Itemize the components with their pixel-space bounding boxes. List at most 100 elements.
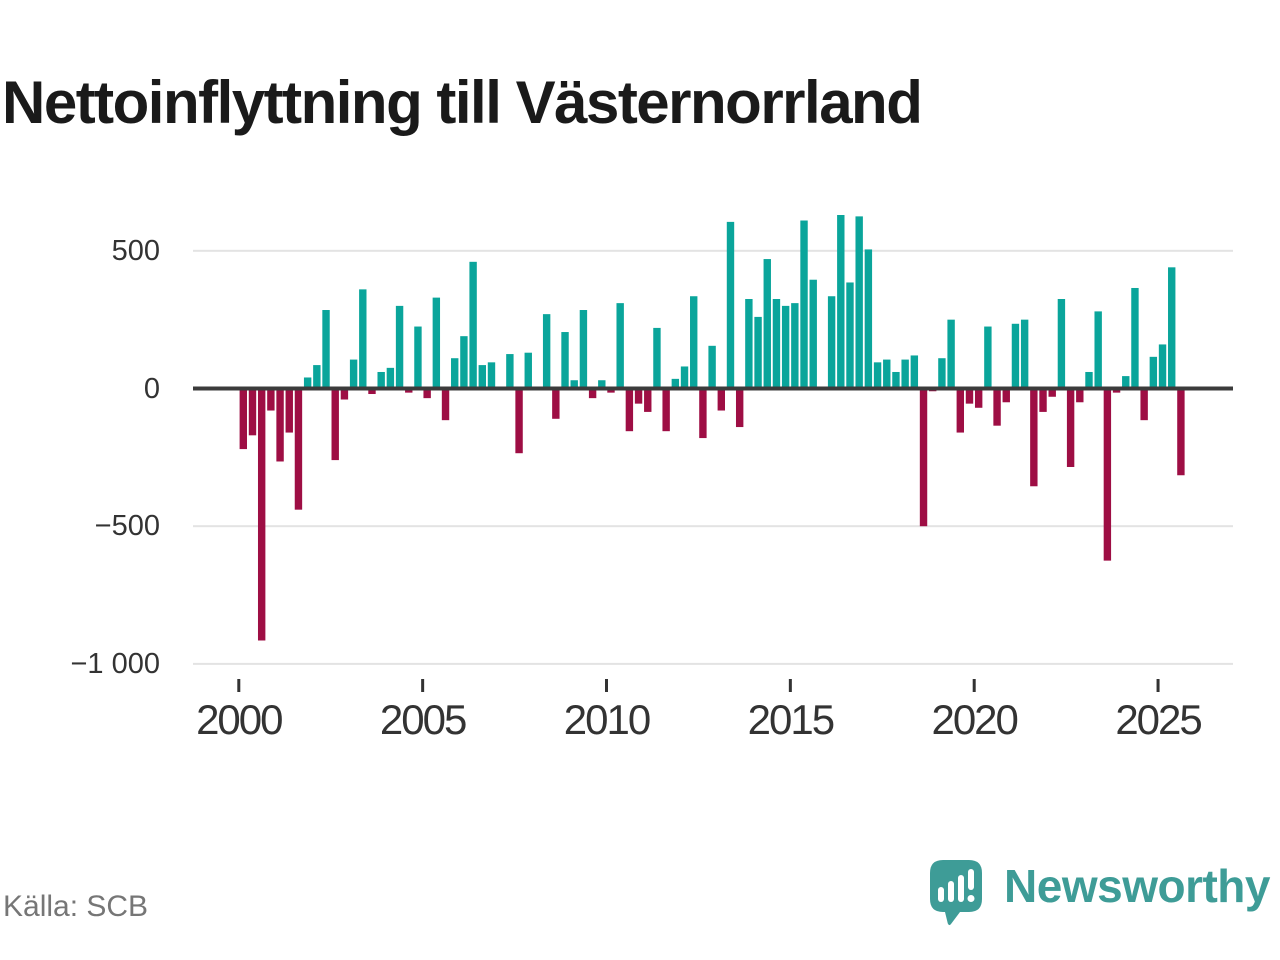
bar-positive — [680, 366, 689, 389]
bar-positive — [451, 358, 459, 389]
bar-positive — [386, 367, 395, 389]
bar-negative — [662, 388, 670, 432]
newsworthy-logo: Newsworthy — [930, 860, 1270, 928]
bar-positive — [598, 380, 606, 389]
bar-negative — [423, 388, 431, 399]
x-tick-label: 2020 — [931, 696, 1018, 743]
x-tick — [605, 679, 608, 692]
bar-negative — [515, 388, 523, 454]
bar-negative — [405, 388, 413, 393]
bar-positive — [708, 345, 716, 389]
bar-positive — [984, 326, 992, 389]
bar-negative — [1048, 388, 1056, 397]
bar-positive — [690, 296, 698, 389]
bar-negative — [267, 388, 275, 411]
bar-positive — [800, 220, 808, 389]
bar-positive — [837, 215, 845, 389]
bar-negative — [331, 388, 339, 461]
bar-positive — [781, 305, 790, 389]
x-tick — [421, 679, 425, 692]
bar-negative — [993, 388, 1001, 426]
bar-positive — [469, 261, 477, 389]
bar-positive — [947, 319, 955, 389]
bar-positive — [1057, 299, 1066, 389]
bar-positive — [395, 305, 404, 389]
bar-positive — [542, 314, 551, 389]
bar-positive — [478, 365, 486, 389]
bar-negative — [239, 388, 247, 450]
newsworthy-logo-icon — [930, 860, 983, 926]
x-tick-label: 2010 — [563, 696, 651, 743]
bar-negative — [1177, 388, 1185, 476]
bar-positive — [561, 332, 569, 389]
bar-positive — [892, 371, 900, 389]
bar-positive — [671, 378, 680, 389]
newsworthy-logo-text: Newsworthy — [1004, 860, 1270, 912]
x-tick — [237, 679, 241, 692]
bar-positive — [1122, 376, 1130, 389]
bar-positive — [1094, 311, 1102, 389]
x-tick — [1156, 679, 1160, 692]
bar-negative — [717, 388, 725, 411]
bar-positive — [506, 354, 514, 389]
bar-negative — [735, 388, 744, 428]
bar-positive — [754, 316, 762, 389]
bar-positive — [460, 336, 468, 389]
x-tick — [972, 679, 976, 692]
bar-positive — [616, 303, 624, 389]
bar-positive — [1168, 267, 1176, 389]
bar-negative — [634, 388, 643, 404]
bar-negative — [699, 388, 707, 439]
gridline — [193, 249, 1233, 252]
bar-negative — [588, 388, 597, 399]
bar-positive — [349, 359, 358, 389]
bar-positive — [763, 259, 771, 389]
bar-negative — [441, 388, 450, 421]
bar-positive — [1158, 344, 1167, 389]
bar-negative — [607, 388, 615, 393]
bar-positive — [377, 371, 385, 389]
x-tick — [788, 679, 792, 692]
bar-positive — [873, 362, 882, 389]
x-tick-label: 2025 — [1115, 696, 1202, 743]
bar-positive — [864, 249, 873, 389]
bar-positive — [487, 362, 496, 389]
bar-negative — [1076, 388, 1084, 403]
gridline — [193, 662, 1233, 665]
bar-negative — [644, 388, 652, 412]
bar-negative — [1039, 388, 1047, 412]
bar-negative — [552, 388, 560, 419]
bar-negative — [294, 388, 303, 510]
chart-title: Nettoinflyttning till Västernorrland — [2, 69, 923, 137]
y-tick-label: −500 — [94, 510, 160, 543]
bar-positive — [313, 365, 321, 389]
bar-positive — [359, 289, 367, 389]
bar-positive — [938, 358, 946, 389]
bar-positive — [432, 297, 441, 389]
zero-line — [193, 386, 1233, 391]
bar-positive — [570, 380, 578, 389]
bar-positive — [809, 279, 817, 389]
bar-negative — [1066, 388, 1075, 467]
bar-positive — [910, 355, 919, 389]
bar-negative — [340, 388, 349, 400]
bar-negative — [1030, 388, 1038, 487]
bar-negative — [1002, 388, 1010, 403]
bar-positive — [827, 296, 836, 389]
x-tick-label: 2015 — [747, 696, 835, 743]
x-tick-label: 2005 — [379, 696, 467, 743]
gridline — [193, 525, 1233, 528]
bar-positive — [726, 221, 735, 389]
bar-negative — [257, 388, 266, 641]
bar-positive — [772, 299, 781, 389]
bar-positive — [524, 352, 532, 389]
bar-negative — [248, 388, 257, 436]
bar-positive — [846, 282, 854, 389]
bar-negative — [368, 388, 376, 395]
bar-negative — [625, 388, 634, 432]
bar-negative — [1112, 388, 1121, 393]
bar-negative — [956, 388, 964, 433]
bar-negative — [974, 388, 983, 408]
